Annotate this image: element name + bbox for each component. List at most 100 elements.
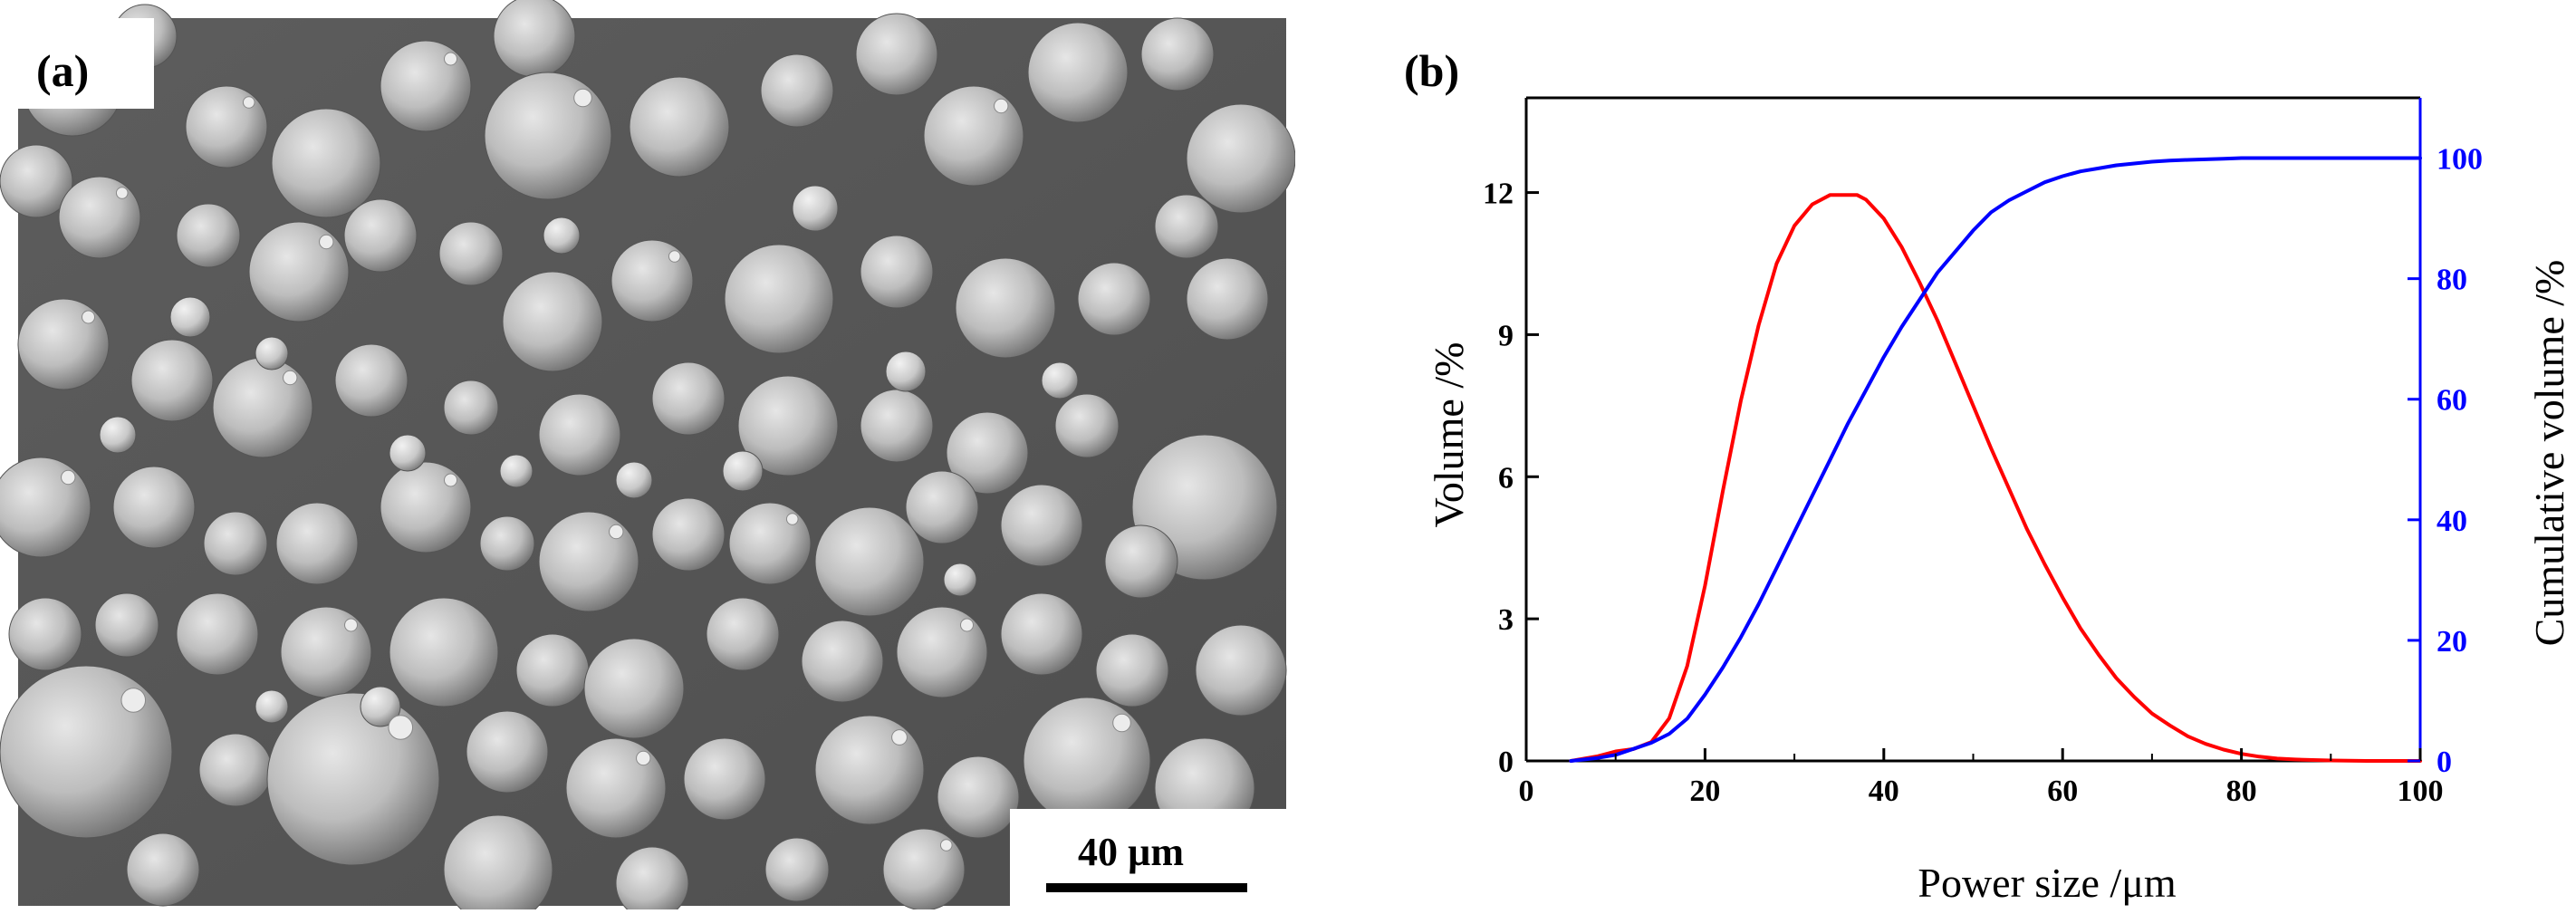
satellite-particle bbox=[636, 750, 651, 766]
powder-particle bbox=[722, 450, 764, 492]
powder-particle bbox=[538, 393, 621, 476]
y-left-tick-label: 6 bbox=[1498, 461, 1514, 495]
x-tick-label: 40 bbox=[1869, 774, 1899, 808]
satellite-particle bbox=[785, 513, 799, 525]
satellite-particle bbox=[939, 839, 953, 851]
satellite-particle bbox=[573, 88, 592, 108]
sem-image-panel: (a) 40 µm bbox=[0, 0, 1296, 914]
powder-particle bbox=[943, 563, 977, 597]
scale-bar-label: 40 µm bbox=[1078, 830, 1184, 874]
y-right-tick-label: 80 bbox=[2437, 264, 2467, 297]
powder-particle bbox=[860, 389, 934, 463]
powder-particle bbox=[212, 357, 313, 458]
satellite-particle bbox=[242, 96, 255, 109]
powder-particle bbox=[1041, 361, 1079, 399]
satellite-particle bbox=[960, 618, 974, 632]
x-tick-label: 20 bbox=[1689, 774, 1720, 808]
powder-particle bbox=[1140, 17, 1215, 91]
powder-particle bbox=[343, 198, 418, 273]
scale-bar bbox=[1046, 883, 1247, 892]
powder-particle bbox=[380, 461, 472, 553]
powder-particles bbox=[0, 0, 1296, 914]
satellite-particle bbox=[388, 715, 414, 740]
satellite-particle bbox=[344, 618, 358, 632]
powder-particle bbox=[1000, 592, 1083, 676]
y-left-tick-label: 12 bbox=[1483, 178, 1514, 211]
y-right-tick-label: 40 bbox=[2437, 505, 2467, 538]
powder-particle bbox=[955, 257, 1056, 359]
powder-particle bbox=[169, 296, 211, 338]
powder-particle bbox=[724, 244, 834, 354]
powder-particle bbox=[271, 108, 381, 218]
powder-particle bbox=[610, 239, 694, 322]
satellite-particle bbox=[444, 52, 457, 66]
satellite-particle bbox=[668, 250, 681, 263]
y-right-tick-label: 60 bbox=[2437, 384, 2467, 418]
y-right-tick-label: 0 bbox=[2437, 746, 2452, 779]
satellite-particle bbox=[82, 310, 95, 324]
y-left-tick-label: 3 bbox=[1498, 603, 1514, 637]
panel-a-label-box bbox=[18, 18, 154, 109]
powder-particle bbox=[334, 343, 409, 418]
powder-particle bbox=[629, 76, 730, 178]
x-tick-label: 80 bbox=[2226, 774, 2257, 808]
powder-particle bbox=[203, 511, 268, 576]
powder-particle bbox=[176, 592, 259, 676]
scale-bar-box bbox=[1010, 809, 1286, 909]
powder-particle bbox=[198, 733, 273, 807]
powder-particle bbox=[937, 755, 1020, 839]
y-right-tick-label: 100 bbox=[2437, 143, 2483, 177]
powder-particle bbox=[1054, 393, 1120, 458]
chart-axes bbox=[1524, 96, 2422, 763]
satellite-particle bbox=[61, 469, 76, 486]
chart-series bbox=[1569, 156, 2422, 763]
powder-particle bbox=[583, 638, 685, 739]
powder-particle bbox=[499, 454, 533, 488]
powder-particle bbox=[905, 470, 979, 544]
powder-particle bbox=[1023, 697, 1151, 825]
powder-particle bbox=[185, 85, 268, 168]
satellite-particle bbox=[994, 98, 1009, 114]
powder-particle bbox=[1195, 624, 1287, 717]
powder-particle bbox=[389, 434, 427, 472]
powder-particle bbox=[543, 216, 581, 255]
powder-particle bbox=[255, 689, 289, 724]
powder-particle bbox=[1154, 194, 1219, 259]
powder-particle bbox=[0, 144, 73, 218]
powder-particle bbox=[1095, 633, 1169, 707]
x-tick-label: 60 bbox=[2047, 774, 2078, 808]
powder-particle bbox=[651, 361, 726, 436]
powder-particle bbox=[8, 597, 82, 671]
powder-particle bbox=[255, 336, 289, 370]
powder-particle bbox=[706, 597, 780, 671]
powder-particle bbox=[443, 380, 499, 436]
powder-particle bbox=[1000, 484, 1083, 567]
powder-particle bbox=[946, 411, 1029, 495]
x-axis-title: Power size /μm bbox=[1918, 860, 2176, 906]
powder-particle bbox=[176, 203, 241, 268]
powder-particle bbox=[58, 176, 141, 259]
panel-a-label: (a) bbox=[36, 45, 89, 96]
powder-particle bbox=[479, 515, 535, 572]
powder-particle bbox=[764, 837, 830, 902]
powder-particle bbox=[885, 351, 927, 392]
powder-particle bbox=[1186, 103, 1296, 214]
powder-particle bbox=[565, 737, 667, 839]
volume-line bbox=[1569, 193, 2422, 763]
satellite-particle bbox=[891, 729, 908, 746]
powder-particle bbox=[1077, 262, 1151, 336]
satellite-particle bbox=[609, 524, 624, 540]
x-tick-label: 100 bbox=[2398, 774, 2444, 808]
powder-particle bbox=[99, 416, 137, 454]
powder-particle bbox=[515, 633, 590, 707]
satellite-particle bbox=[115, 187, 129, 199]
powder-particle bbox=[615, 846, 689, 914]
powder-particle bbox=[855, 13, 938, 96]
powder-particle bbox=[1104, 524, 1178, 599]
powder-particle bbox=[266, 692, 440, 866]
powder-particle bbox=[130, 339, 214, 422]
y-left-tick-label: 9 bbox=[1498, 319, 1514, 352]
satellite-particle bbox=[120, 688, 147, 713]
cumulative-volume-line bbox=[1569, 156, 2422, 763]
